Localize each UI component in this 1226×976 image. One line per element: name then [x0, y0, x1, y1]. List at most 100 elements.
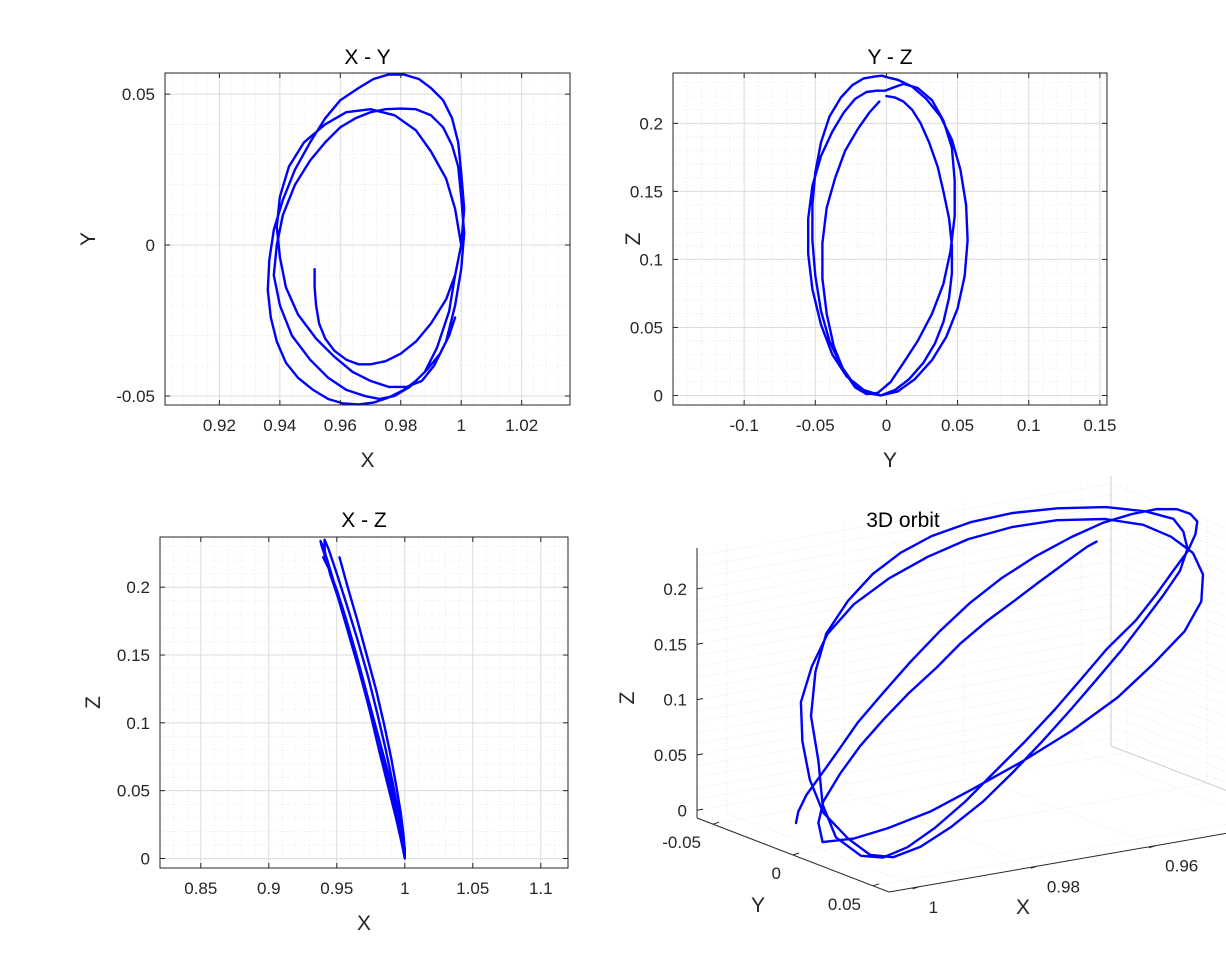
gridline-z	[1110, 483, 1226, 529]
x-tick-label: 0.98	[1047, 877, 1080, 896]
orbit-trajectory-line	[794, 505, 1205, 859]
x-tick-label: 0.15	[1083, 416, 1116, 435]
y-tick-label: -0.05	[662, 833, 701, 852]
orbit-trajectory-line	[266, 73, 466, 406]
orbit-3d-plot: 00.050.10.150.2-0.0500.050.940.960.9813D…	[616, 476, 1226, 919]
gridline-z	[1110, 627, 1226, 673]
x-tick-label: 0.92	[203, 416, 236, 435]
plot-title: 3D orbit	[866, 509, 940, 532]
gridline-z	[696, 671, 1112, 745]
y-tick-label: 0.05	[117, 782, 150, 801]
gridline-z	[696, 638, 1112, 712]
y-tick-label: -0.05	[116, 387, 155, 406]
gridline-z	[1110, 516, 1226, 562]
y-tick-label: 0.05	[122, 85, 155, 104]
y-tick-label: 0	[772, 864, 781, 883]
gridline-z	[696, 549, 1112, 623]
x-tick-label: 0.96	[324, 416, 357, 435]
z-tick-mark	[696, 587, 704, 590]
x-tick-label: -0.1	[729, 416, 758, 435]
gridline-z	[696, 582, 1112, 656]
y-tick-mark	[792, 852, 800, 856]
y-tick-label: 0.1	[639, 250, 663, 269]
gridline-z	[1110, 638, 1226, 684]
orbit-trajectory-line	[807, 74, 969, 397]
gridline-z	[1110, 660, 1226, 706]
y-tick-mark	[872, 883, 880, 887]
gridline-z	[1110, 594, 1226, 640]
x-tick-label: 1	[929, 898, 938, 917]
y-tick-label: 0.15	[630, 182, 663, 201]
gridline-z	[696, 726, 1112, 800]
gridline-z	[696, 594, 1112, 667]
gridline-z	[1110, 560, 1226, 606]
y-axis-label: Z	[622, 232, 645, 245]
z-tick-label: 0	[678, 801, 687, 820]
z-tick-label: 0.2	[663, 580, 687, 599]
orbit-trajectory-line	[319, 538, 406, 860]
gridline-z	[696, 715, 1112, 789]
axes-box	[159, 536, 569, 869]
x-tick-label: 0.05	[941, 416, 974, 435]
x-tick-label: 0.96	[1165, 857, 1198, 876]
y-tick-label: 0.05	[630, 318, 663, 337]
y-tick-label: 0.2	[639, 114, 663, 133]
gridline-z	[1110, 737, 1226, 784]
x-tick-label: 0.95	[320, 879, 353, 898]
plot-title: X - Y	[344, 46, 390, 69]
y-axis-label: Y	[77, 232, 100, 246]
plot-title: X - Z	[341, 509, 387, 532]
xz-plot: 0.85 0.9 0.95 1 1.05 1.1 0 0.05 0.1 0.15 0.2 X - Z X…	[82, 509, 569, 935]
gridline-z	[696, 627, 1112, 700]
z-tick-mark	[696, 642, 704, 645]
x-tick-mark	[912, 886, 919, 890]
gridline-z	[696, 560, 1112, 634]
x-tick-label: 0.98	[384, 416, 417, 435]
gridline-z	[696, 682, 1112, 756]
gridline-z	[696, 571, 1112, 645]
gridline-z	[1110, 571, 1226, 618]
y-tick-label: 0.15	[117, 646, 150, 665]
gridline-z	[1110, 671, 1226, 717]
x-axis-label: X	[357, 912, 371, 935]
x-tick-label: 0.94	[263, 416, 296, 435]
gridline-z	[696, 494, 1112, 568]
gridline-z	[696, 483, 1112, 557]
gridline-z	[696, 505, 1112, 579]
gridline-z	[696, 605, 1112, 678]
gridline-z	[696, 516, 1112, 590]
y-tick-label: 0	[141, 850, 150, 869]
gridline-z	[696, 737, 1112, 811]
y-tick-label: 0.1	[126, 714, 150, 733]
gridline-y	[712, 751, 1128, 825]
y-tick-label: 0	[146, 236, 155, 255]
x-tick-label: 0.1	[1017, 416, 1041, 435]
yz-plot: -0.1 -0.05 0 0.05 0.1 0.15 0 0.05 0.1 0.15 0.2 Y - …	[622, 46, 1116, 472]
z-tick-mark	[696, 753, 704, 756]
gridline-z	[1110, 527, 1226, 573]
gridline-z	[696, 527, 1112, 601]
x-tick-label: 1.05	[456, 879, 489, 898]
z-tick-mark	[696, 808, 704, 811]
gridline-z	[1110, 693, 1226, 739]
gridline-y	[872, 824, 1226, 887]
x-axis-label: Y	[883, 449, 897, 472]
box-edge	[1110, 745, 1226, 791]
gridline-z	[1110, 715, 1226, 761]
axes-box	[672, 72, 1108, 406]
x-tick-label: -0.05	[796, 416, 835, 435]
y-tick-label: 0	[654, 386, 663, 405]
plot-title: Y - Z	[867, 46, 912, 69]
xy-plot: 0.92 0.94 0.96 0.98 1 1.02 -0.05 0 0.05 X - Y X Y	[77, 46, 571, 472]
x-tick-label: 0	[882, 416, 891, 435]
gridline-z	[1110, 605, 1226, 651]
gridline-z	[696, 538, 1112, 612]
y-axis-label: Z	[82, 696, 105, 709]
gridline-y	[792, 782, 1208, 856]
gridline-z	[696, 704, 1112, 778]
x-tick-mark	[1030, 865, 1038, 869]
gridline-z	[1110, 538, 1226, 584]
x-tick-label: 0.9	[257, 879, 281, 898]
